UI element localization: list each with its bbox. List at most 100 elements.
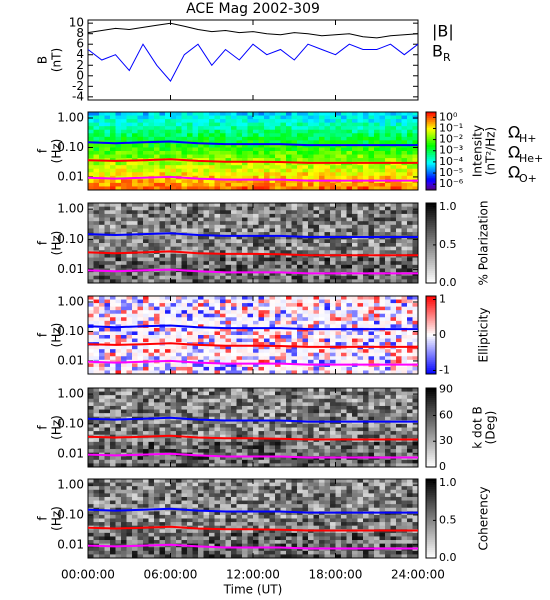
spectrogram-cell [231, 221, 237, 226]
spectrogram-cell [225, 391, 232, 396]
spectrogram-cell [220, 405, 226, 410]
spectrogram-cell [357, 335, 364, 339]
spectrogram-cell [308, 112, 314, 116]
spectrogram-cell [187, 395, 193, 400]
spectrogram-cell [396, 335, 402, 339]
spectrogram-cell [357, 165, 364, 170]
spectrogram-cell [313, 275, 320, 280]
spectrogram-cell [357, 224, 364, 229]
spectrogram-cell [132, 112, 138, 116]
spectrogram-cell [143, 217, 149, 222]
spectrogram-cell [209, 275, 215, 280]
spectrogram-cell [176, 253, 182, 258]
spectrogram-cell [330, 413, 336, 418]
spectrogram-cell [291, 175, 298, 180]
spectrogram-cell [148, 388, 155, 392]
spectrogram-cell [104, 431, 111, 436]
spectrogram-cell [264, 250, 270, 255]
spectrogram-cell [291, 405, 298, 410]
spectrogram-cell [154, 147, 160, 152]
colorbar-step [426, 229, 436, 232]
spectrogram-cell [203, 416, 210, 421]
spectrogram-cell [302, 388, 309, 392]
spectrogram-cell [352, 349, 358, 354]
spectrogram-cell [181, 427, 188, 432]
spectrogram-cell [181, 257, 188, 262]
spectrogram-cell [187, 299, 193, 304]
spectrogram-cell [176, 303, 182, 308]
spectrogram-cell [330, 261, 336, 266]
spectrogram-cell [220, 122, 226, 127]
spectrogram-cell [313, 217, 320, 222]
spectrogram-cell [297, 257, 303, 262]
spectrogram-cell [88, 243, 94, 248]
spectrogram-cell [280, 119, 287, 124]
spectrogram-cell [247, 122, 254, 127]
spectrogram-cell [236, 172, 243, 177]
spectrogram-cell [181, 246, 188, 251]
spectrogram-cell [148, 261, 155, 266]
spectrogram-cell [352, 342, 358, 347]
spectrogram-cell [247, 213, 254, 218]
spectrogram-cell [291, 126, 298, 131]
spectrogram-cell [247, 175, 254, 180]
spectrogram-cell [330, 213, 336, 218]
spectrogram-cell [104, 221, 111, 226]
spectrogram-cell [104, 423, 111, 428]
spectrogram-cell [357, 342, 364, 347]
spectrogram-cell [137, 235, 144, 240]
spectrogram-cell [264, 306, 270, 311]
spectrogram-cell [319, 299, 325, 304]
spectrogram-cell [214, 402, 221, 407]
spectrogram-cell [264, 122, 270, 127]
spectrogram-cell [291, 232, 298, 237]
spectrogram-cell [286, 409, 292, 414]
spectrogram-cell [412, 310, 419, 315]
spectrogram-cell [88, 168, 94, 173]
spectrogram-cell [308, 224, 314, 229]
spectrogram-cell [137, 317, 144, 322]
spectrogram-cell [231, 359, 237, 364]
spectrogram-cell [247, 303, 254, 308]
spectrogram-cell [385, 352, 391, 357]
spectrogram-cell [88, 172, 94, 177]
spectrogram-cell [379, 224, 386, 229]
spectrogram-cell [99, 420, 105, 425]
spectrogram-cell [297, 398, 303, 403]
spectrogram-cell [412, 133, 419, 138]
spectrogram-cell [187, 409, 193, 414]
spectrogram-cell [324, 206, 331, 211]
spectrogram-cell [407, 210, 413, 215]
spectrogram-cell [110, 154, 116, 159]
spectrogram-cell [368, 186, 375, 191]
spectrogram-cell [253, 313, 259, 318]
spectrogram-cell [236, 391, 243, 396]
spectrogram-cell [346, 303, 353, 308]
spectrogram-cell [297, 179, 303, 184]
spectrogram-cell [143, 338, 149, 343]
y-tick-label: 10 [69, 16, 84, 30]
spectrogram-cell [412, 416, 419, 421]
spectrogram-cell [269, 246, 276, 251]
spectrogram-cell [297, 264, 303, 269]
spectrogram-cell [401, 423, 408, 428]
spectrogram-cell [374, 210, 380, 215]
spectrogram-cell [88, 420, 94, 425]
spectrogram-cell [374, 228, 380, 233]
spectrogram-cell [242, 129, 248, 134]
spectrogram-cell [132, 279, 138, 284]
spectrogram-cell [253, 423, 259, 428]
spectrogram-cell [308, 154, 314, 159]
spectrogram-cell [401, 427, 408, 432]
spectrogram-cell [203, 327, 210, 332]
spectrogram-cell [308, 165, 314, 170]
spectrogram-cell [390, 147, 397, 152]
spectrogram-cell [335, 151, 342, 155]
spectrogram-cell [407, 186, 413, 191]
spectrogram-cell [269, 186, 276, 191]
spectrogram-cell [231, 264, 237, 269]
spectrogram-cell [401, 359, 408, 364]
spectrogram-cell [104, 420, 111, 425]
y-axis-label: B [36, 56, 50, 64]
spectrogram-cell [115, 299, 122, 304]
